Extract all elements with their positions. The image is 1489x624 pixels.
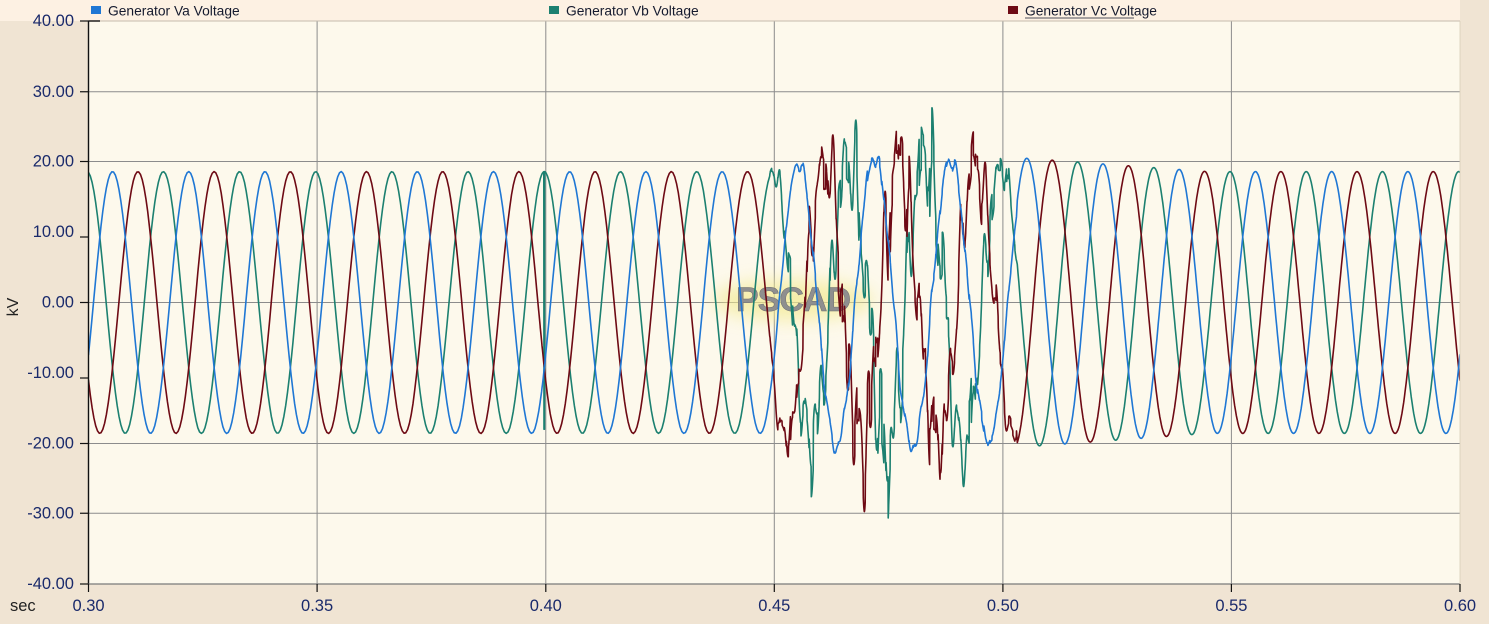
svg-text:30.00: 30.00 — [33, 83, 74, 101]
svg-text:0.45: 0.45 — [758, 597, 790, 615]
svg-text:0.40: 0.40 — [530, 597, 562, 615]
svg-text:0.55: 0.55 — [1215, 597, 1247, 615]
svg-text:-30.00: -30.00 — [27, 504, 74, 522]
svg-text:-40.00: -40.00 — [27, 575, 74, 593]
svg-text:Generator Va Voltage: Generator Va Voltage — [108, 4, 240, 19]
svg-text:0.50: 0.50 — [987, 597, 1019, 615]
svg-text:0.35: 0.35 — [301, 597, 333, 615]
svg-text:sec: sec — [10, 597, 36, 615]
svg-text:-10.00: -10.00 — [27, 364, 74, 382]
svg-text:kV: kV — [5, 297, 22, 316]
svg-text:0.00: 0.00 — [42, 294, 74, 312]
svg-text:0.30: 0.30 — [72, 597, 104, 615]
svg-text:10.00: 10.00 — [33, 223, 74, 241]
svg-text:-20.00: -20.00 — [27, 435, 74, 453]
svg-text:Generator Vb Voltage: Generator Vb Voltage — [566, 4, 699, 19]
svg-text:0.60: 0.60 — [1444, 597, 1476, 615]
svg-text:20.00: 20.00 — [33, 153, 74, 171]
svg-text:Generator Vc Voltage: Generator Vc Voltage — [1025, 4, 1157, 19]
svg-text:40.00: 40.00 — [33, 12, 74, 30]
